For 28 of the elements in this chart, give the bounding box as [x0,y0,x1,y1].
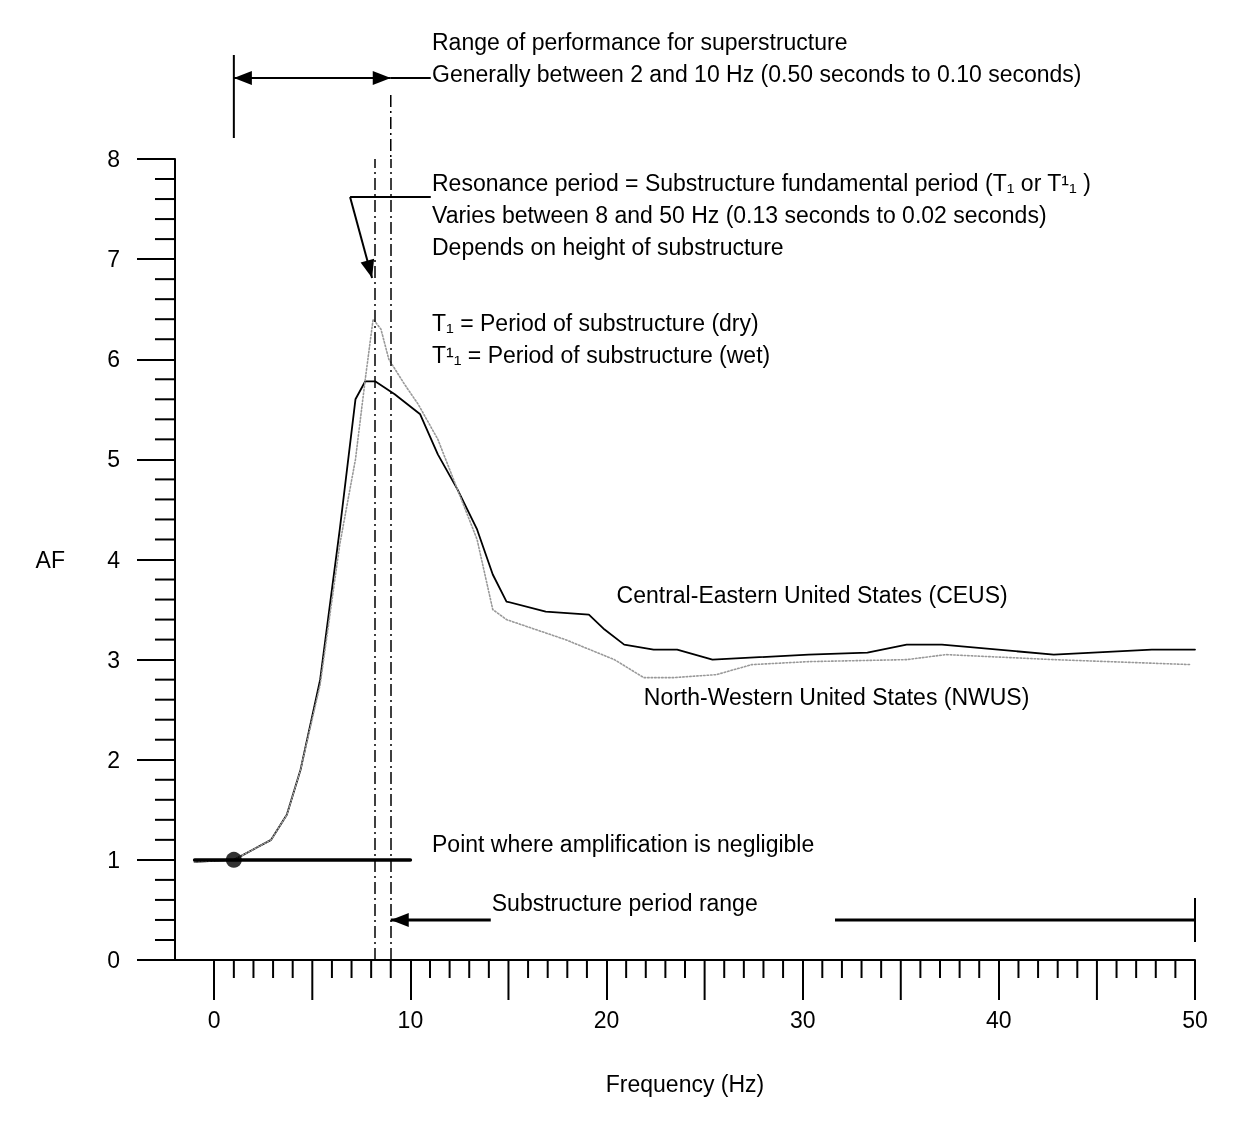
series-label: North-Western United States (NWUS) [643,684,1030,711]
text: Range of performance for superstructure [432,28,848,55]
x-tick-label: 20 [593,1006,620,1033]
x-tick-label: 50 [1182,1006,1208,1033]
text: Generally between 2 and 10 Hz (0.50 seconds to 0.10 seconds) [432,60,1082,87]
annotation: Depends on height of substructure [432,233,784,260]
annotation: Point where amplification is negligible [432,830,815,857]
x-tick-label: 10 [397,1006,424,1033]
y-axis-title: AF [35,546,65,573]
annotation: Varies between 8 and 50 Hz (0.13 seconds to 0.02 seconds) [432,201,1047,228]
y-tick-label: 7 [107,246,120,273]
y-tick-label: 1 [107,846,120,873]
x-axis-title: Frequency (Hz) [605,1070,765,1097]
y-tick-label: 6 [107,346,120,373]
y-tick-label: 3 [107,646,120,673]
annotation: T¹₁ = Period of substructure (wet) [432,341,771,368]
x-tick-label: 40 [986,1006,1012,1033]
y-tick-label: 8 [107,146,120,172]
y-tick-label: 5 [107,446,120,473]
annotation: Substructure period range [491,890,758,917]
annotation: Resonance period = Substructure fundamental period (T₁ or T¹₁ ) [432,169,1091,196]
annotation: T₁ = Period of substructure (dry) [432,309,759,336]
y-tick-label: 2 [107,746,120,773]
x-tick-label: 30 [789,1006,816,1033]
y-tick-label: 0 [107,947,120,973]
series-label: Central-Eastern United States (CEUS) [616,582,1008,609]
x-tick-label: 0 [207,1006,221,1033]
y-tick-label: 4 [107,546,121,573]
